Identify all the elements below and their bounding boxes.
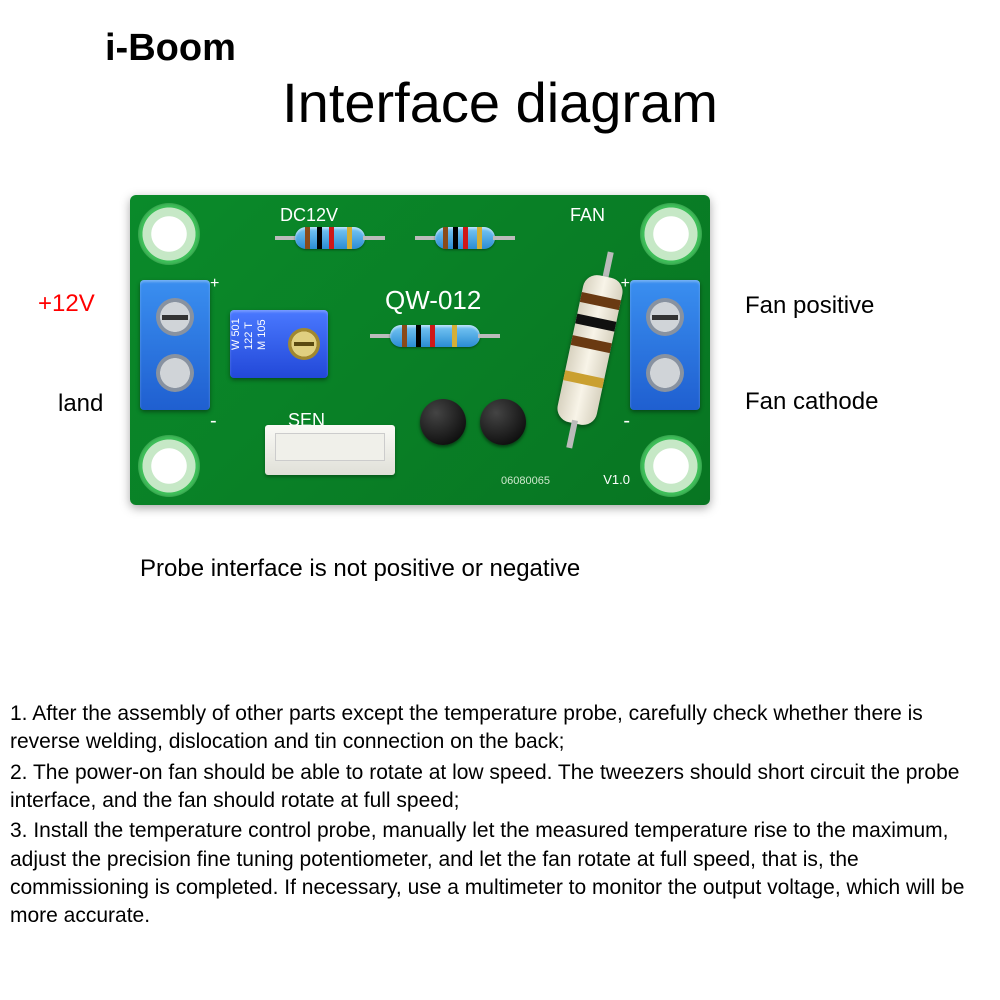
instructions-block: 1. After the assembly of other parts exc… <box>10 700 980 933</box>
annotation-fan-positive: Fan positive <box>745 292 874 320</box>
resistor-icon <box>275 227 385 249</box>
logo-crescent-icon <box>55 20 111 76</box>
mount-hole-icon <box>138 203 200 265</box>
transistor-icon <box>480 399 526 445</box>
instruction-item: 1. After the assembly of other parts exc… <box>10 700 980 757</box>
jst-connector-icon <box>265 425 395 475</box>
annotation-12v: +12V <box>38 290 95 318</box>
silkscreen-minus-right: - <box>623 410 630 433</box>
resistor-icon <box>415 227 515 249</box>
terminal-block-fan <box>630 280 700 410</box>
silkscreen-serial: 06080065 <box>501 475 550 487</box>
silkscreen-minus-left: - <box>210 410 217 433</box>
logo-text: i-Boom <box>105 27 236 70</box>
trimmer-potentiometer-icon: W 501 122 T M 105 <box>230 310 328 378</box>
instruction-item: 3. Install the temperature control probe… <box>10 817 980 930</box>
silkscreen-version: V1.0 <box>603 472 630 487</box>
page-title: Interface diagram <box>0 70 1000 135</box>
pcb-board: DC12V FAN QW-012 SEN + - + - V1.0 060800… <box>130 195 710 505</box>
power-resistor-icon <box>550 248 631 452</box>
mount-hole-icon <box>640 435 702 497</box>
annotation-land: land <box>58 390 103 418</box>
mount-hole-icon <box>640 203 702 265</box>
silkscreen-plus-left: + <box>210 275 219 293</box>
silkscreen-model: QW-012 <box>385 285 481 316</box>
brand-logo: i-Boom <box>55 20 236 76</box>
annotation-fan-cathode: Fan cathode <box>745 388 878 416</box>
mount-hole-icon <box>138 435 200 497</box>
trimmer-marking: W 501 122 T M 105 <box>230 318 270 350</box>
resistor-icon <box>370 325 500 347</box>
terminal-block-power <box>140 280 210 410</box>
pcb-diagram: DC12V FAN QW-012 SEN + - + - V1.0 060800… <box>130 195 710 505</box>
silkscreen-dc12v: DC12V <box>280 205 338 226</box>
instruction-item: 2. The power-on fan should be able to ro… <box>10 759 980 816</box>
annotation-probe: Probe interface is not positive or negat… <box>140 555 580 583</box>
silkscreen-fan: FAN <box>570 205 605 226</box>
transistor-icon <box>420 399 466 445</box>
